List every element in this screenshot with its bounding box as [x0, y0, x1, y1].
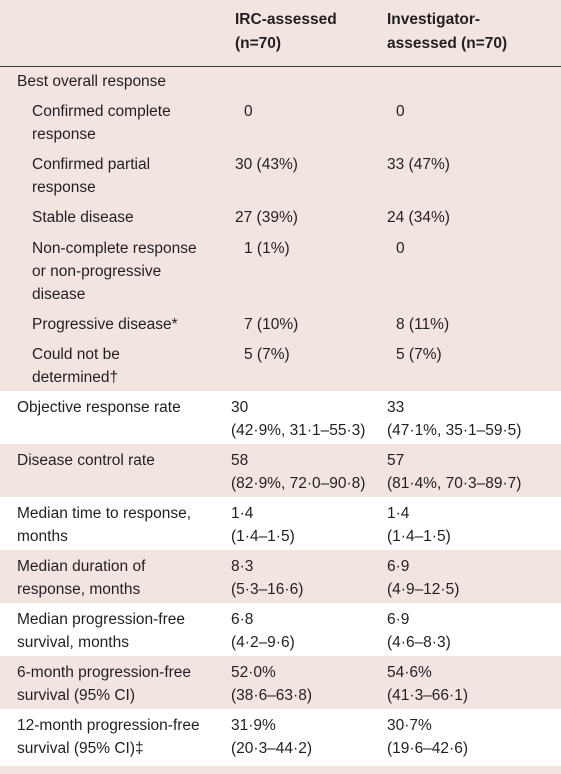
- investigator-value: 8 (11%): [396, 316, 450, 333]
- table-row: Median progression-free survival, months…: [0, 603, 561, 656]
- row-label: Progressive disease*: [32, 316, 178, 333]
- irc-value: 0: [244, 103, 253, 120]
- investigator-value: 24 (34%): [387, 209, 450, 226]
- table-row: Progressive disease* 7 (10%) 8 (11%): [0, 313, 561, 337]
- investigator-value: 57 (81·4%, 70·3–89·7): [387, 452, 522, 492]
- header-rule: [0, 66, 561, 67]
- table-row: Disease control rate 58 (82·9%, 72·0–90·…: [0, 444, 561, 497]
- investigator-value: 6·9 (4·6–8·3): [387, 611, 451, 651]
- table-header: IRC-assessed (n=70) Investigator- assess…: [0, 8, 561, 67]
- investigator-value: 5 (7%): [396, 346, 442, 363]
- investigator-value: 33 (47%): [387, 156, 450, 173]
- irc-value: 6·8 (4·2–9·6): [231, 611, 295, 651]
- table-row: Objective response rate 30 (42·9%, 31·1–…: [0, 391, 561, 444]
- investigator-value: 33 (47·1%, 35·1–59·5): [387, 399, 522, 439]
- irc-value: 31·9% (20·3–44·2): [231, 717, 312, 757]
- row-label: Confirmed complete response: [32, 103, 171, 143]
- irc-value: 7 (10%): [244, 316, 299, 333]
- table-row: Confirmed partial response 30 (43%) 33 (…: [0, 153, 561, 199]
- row-label: 12-month progression-free survival (95% …: [17, 717, 200, 757]
- column-header-investigator: Investigator- assessed (n=70): [387, 11, 508, 52]
- investigator-value: 0: [396, 103, 405, 120]
- investigator-value: 0: [396, 240, 405, 257]
- section-heading: Best overall response: [17, 73, 167, 90]
- table-row: 6-month progression-free survival (95% C…: [0, 656, 561, 709]
- irc-value: 27 (39%): [235, 209, 298, 226]
- table-row: Confirmed complete response 0 0: [0, 100, 561, 146]
- irc-value: 8·3 (5·3–16·6): [231, 558, 304, 598]
- table-row: Stable disease 27 (39%) 24 (34%): [0, 206, 561, 230]
- investigator-value: 6·9 (4·9–12·5): [387, 558, 460, 598]
- row-label: Non-complete response or non-progressive…: [32, 240, 197, 303]
- investigator-value: 1·4 (1·4–1·5): [387, 505, 451, 545]
- table-bottom-band: [0, 766, 561, 774]
- table-row: Could not be determined† 5 (7%) 5 (7%): [0, 343, 561, 389]
- row-label: Stable disease: [32, 209, 134, 226]
- irc-value: 1 (1%): [244, 240, 290, 257]
- irc-value: 30 (42·9%, 31·1–55·3): [231, 399, 366, 439]
- irc-value: 1·4 (1·4–1·5): [231, 505, 295, 545]
- row-label: Objective response rate: [17, 399, 181, 416]
- table-row: Median time to response, months 1·4 (1·4…: [0, 497, 561, 550]
- row-label: Median time to response, months: [17, 505, 192, 545]
- irc-value: 30 (43%): [235, 156, 298, 173]
- column-header-irc: IRC-assessed (n=70): [235, 11, 337, 52]
- row-label: Could not be determined†: [32, 346, 120, 386]
- investigator-value: 30·7% (19·6–42·6): [387, 717, 468, 757]
- investigator-value: 54·6% (41·3–66·1): [387, 664, 468, 704]
- row-label: Median progression-free survival, months: [17, 611, 186, 651]
- irc-value: 52·0% (38·6–63·8): [231, 664, 312, 704]
- table-row: Non-complete response or non-progressive…: [0, 237, 561, 307]
- table-row: Median duration of response, months 8·3 …: [0, 550, 561, 603]
- table-row: 12-month progression-free survival (95% …: [0, 709, 561, 766]
- section-heading-row: Best overall response: [0, 70, 561, 94]
- irc-value: 5 (7%): [244, 346, 290, 363]
- row-label: Confirmed partial response: [32, 156, 151, 196]
- row-label: Disease control rate: [17, 452, 155, 469]
- row-label: Median duration of response, months: [17, 558, 146, 598]
- row-label: 6-month progression-free survival (95% C…: [17, 664, 192, 704]
- irc-value: 58 (82·9%, 72·0–90·8): [231, 452, 366, 492]
